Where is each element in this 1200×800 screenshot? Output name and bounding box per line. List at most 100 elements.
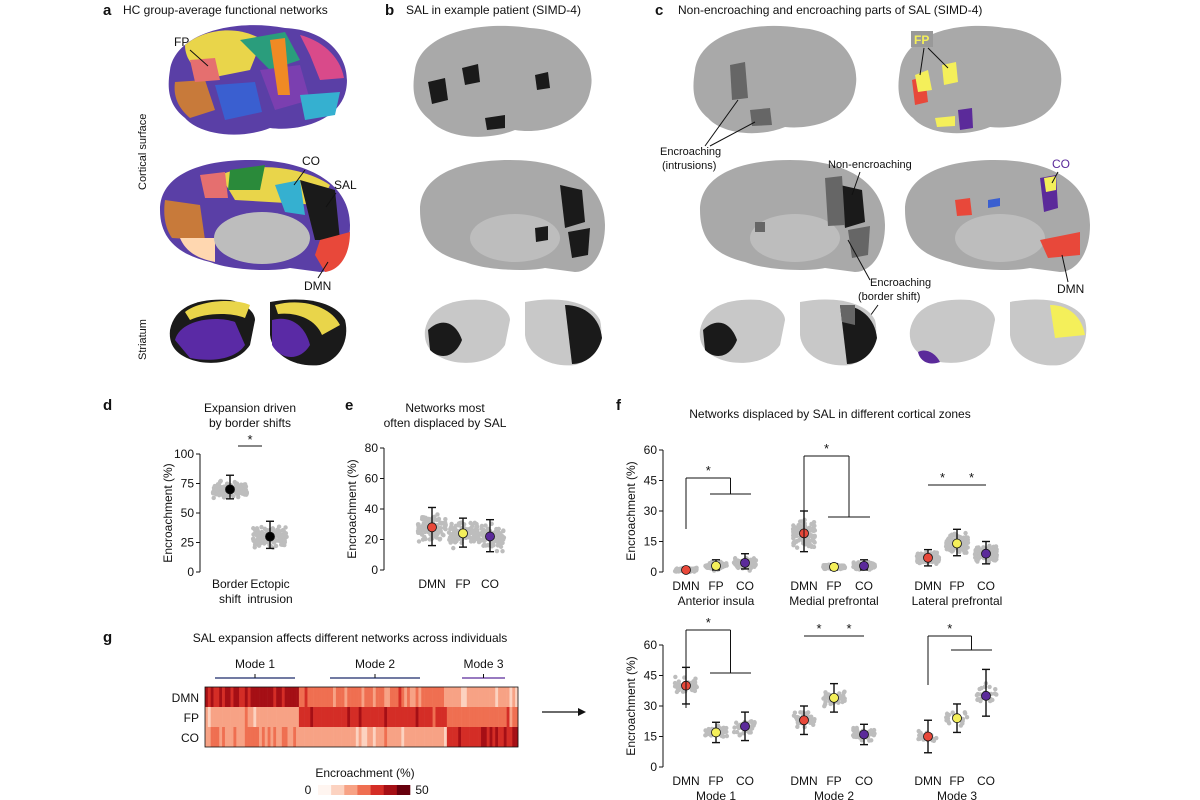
data-point xyxy=(734,729,740,735)
heatmap-cell xyxy=(415,687,419,707)
heatmap-border xyxy=(204,686,519,748)
heatmap-cell xyxy=(515,687,519,707)
data-point xyxy=(961,548,967,554)
heatmap-cell xyxy=(472,727,476,747)
data-point xyxy=(500,537,506,542)
heatmap-cell xyxy=(395,687,399,707)
heatmap-cell xyxy=(213,687,217,707)
heatmap-cell xyxy=(452,687,456,707)
data-point xyxy=(962,710,968,715)
heatmap-cell xyxy=(233,727,237,747)
heatmap-cell xyxy=(503,687,507,707)
heatmap-cell xyxy=(478,707,482,727)
data-point xyxy=(483,523,488,528)
data-point xyxy=(278,542,284,547)
heatmap-cell xyxy=(219,687,223,707)
heatmap-cell xyxy=(489,727,493,747)
significance-star: * xyxy=(706,615,711,630)
heatmap-cell xyxy=(415,727,419,747)
data-point xyxy=(676,687,681,693)
mean-marker xyxy=(427,522,437,533)
data-point xyxy=(216,483,222,488)
heatmap-cell xyxy=(233,707,237,727)
heatmap-cell xyxy=(276,687,280,707)
data-point xyxy=(838,565,844,570)
heatmap-cell xyxy=(466,687,470,707)
heatmap-cell xyxy=(304,687,308,707)
data-point xyxy=(794,545,800,550)
data-point xyxy=(824,563,829,568)
heatmap-cell xyxy=(435,687,439,707)
heatmap-cell xyxy=(364,707,368,727)
heatmap-cell xyxy=(432,727,436,747)
heatmap-cell xyxy=(361,687,365,707)
heatmap-cell xyxy=(344,727,348,747)
heatmap-cell xyxy=(296,727,300,747)
arrow-icon xyxy=(578,708,586,716)
heatmap-cell xyxy=(284,687,288,707)
chart-e: 0 20 40 60 80 Encroachment (%) DMN FP CO xyxy=(345,441,507,591)
mean-marker xyxy=(952,713,962,724)
heatmap-cell xyxy=(321,687,325,707)
data-point xyxy=(822,696,828,701)
heatmap-cell xyxy=(278,687,283,707)
heatmap-cell xyxy=(284,707,288,727)
heatmap-cell xyxy=(278,707,283,727)
heatmap-cell xyxy=(506,687,510,707)
data-point xyxy=(823,690,828,695)
data-point xyxy=(791,529,796,534)
heatmap-cell xyxy=(478,727,482,747)
heatmap-cell xyxy=(446,687,451,707)
heatmap-cell xyxy=(293,687,297,707)
heatmap-cell xyxy=(301,687,305,707)
data-point xyxy=(450,539,455,544)
data-point xyxy=(281,529,287,534)
heatmap-cell xyxy=(358,707,362,727)
heatmap-cell xyxy=(401,687,405,707)
data-point xyxy=(807,542,812,547)
heatmap-cell xyxy=(444,687,448,707)
x-category-label: Border xyxy=(212,577,248,591)
heatmap-cell xyxy=(276,707,280,727)
data-point xyxy=(823,699,828,705)
data-point xyxy=(724,729,729,735)
heatmap-cell xyxy=(290,727,294,747)
heatmap-cell xyxy=(241,687,246,707)
data-point xyxy=(475,531,480,536)
heatmap-cell xyxy=(355,687,359,707)
data-point xyxy=(791,542,796,548)
heatmap-cell xyxy=(486,707,490,727)
data-point xyxy=(981,545,986,550)
data-point xyxy=(964,715,970,720)
panel-b-title: SAL in example patient (SIMD-4) xyxy=(406,3,581,17)
heatmap-cell xyxy=(224,687,229,707)
patient-striatum xyxy=(424,299,602,366)
x-category-label: Ectopic xyxy=(250,577,289,591)
callout-encroaching-1: Encroaching xyxy=(660,146,721,158)
panel-g: g SAL expansion affects different networ… xyxy=(103,615,999,800)
c-left-medial-brain xyxy=(700,160,885,272)
side-label-cortical: Cortical surface xyxy=(137,114,149,190)
panel-a-title: HC group-average functional networks xyxy=(123,3,328,17)
data-point xyxy=(851,725,856,731)
data-point xyxy=(470,523,475,528)
heatmap-cell xyxy=(500,687,505,707)
mean-marker xyxy=(740,557,750,568)
heatmap-cell xyxy=(444,727,448,747)
heatmap-cell xyxy=(389,727,394,747)
data-point xyxy=(448,532,454,537)
data-point xyxy=(268,543,273,549)
heatmap-cell xyxy=(281,687,285,707)
data-point xyxy=(935,554,940,559)
heatmap-cell xyxy=(392,687,396,707)
y-tick-label: 0 xyxy=(187,565,194,579)
data-point xyxy=(736,725,742,731)
heatmap-cell xyxy=(469,707,473,727)
data-point xyxy=(810,536,816,541)
heatmap-cell xyxy=(219,727,223,747)
heatmap-cell xyxy=(426,707,431,727)
heatmap-cell xyxy=(207,687,211,707)
heatmap-cell xyxy=(330,687,334,707)
x-category-label: shift xyxy=(219,592,242,606)
heatmap-cell xyxy=(327,687,331,707)
